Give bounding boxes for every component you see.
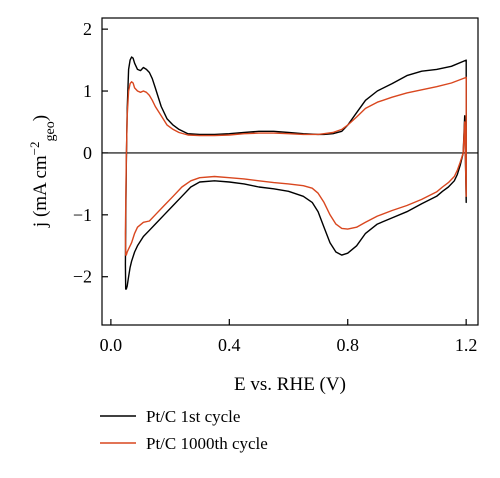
y-tick-label: 1 [83, 81, 92, 101]
x-axis-label: E vs. RHE (V) [234, 374, 346, 395]
legend-label-1000th-cycle: Pt/C 1000th cycle [146, 434, 268, 453]
x-tick-label: 0.4 [218, 335, 241, 355]
y-tick-label: 2 [83, 19, 92, 39]
y-axis-label-sup: −2 [27, 141, 42, 155]
y-axis-label-suffix: ) [30, 115, 51, 121]
plot-area [101, 17, 479, 326]
plot-frame [101, 17, 479, 326]
y-axis-label-sub: geo [43, 121, 58, 141]
y-tick-label: −1 [73, 205, 92, 225]
legend: Pt/C 1st cycle Pt/C 1000th cycle [100, 407, 268, 453]
series-line-1000th-cycle [124, 76, 467, 256]
y-tick-label: 0 [83, 143, 92, 163]
y-axis-label: j (mA cm−2geo) [27, 115, 58, 228]
x-tick-label: 0.8 [336, 335, 359, 355]
series-lines [124, 56, 467, 290]
legend-label-1st-cycle: Pt/C 1st cycle [146, 407, 240, 426]
y-axis-label-prefix: j (mA cm [30, 155, 51, 228]
x-tick-label: 1.2 [455, 335, 478, 355]
y-tick-label: −2 [73, 267, 92, 287]
x-axis-ticks: 0.0 0.4 0.8 1.2 [100, 319, 478, 355]
x-tick-label: 0.0 [100, 335, 123, 355]
